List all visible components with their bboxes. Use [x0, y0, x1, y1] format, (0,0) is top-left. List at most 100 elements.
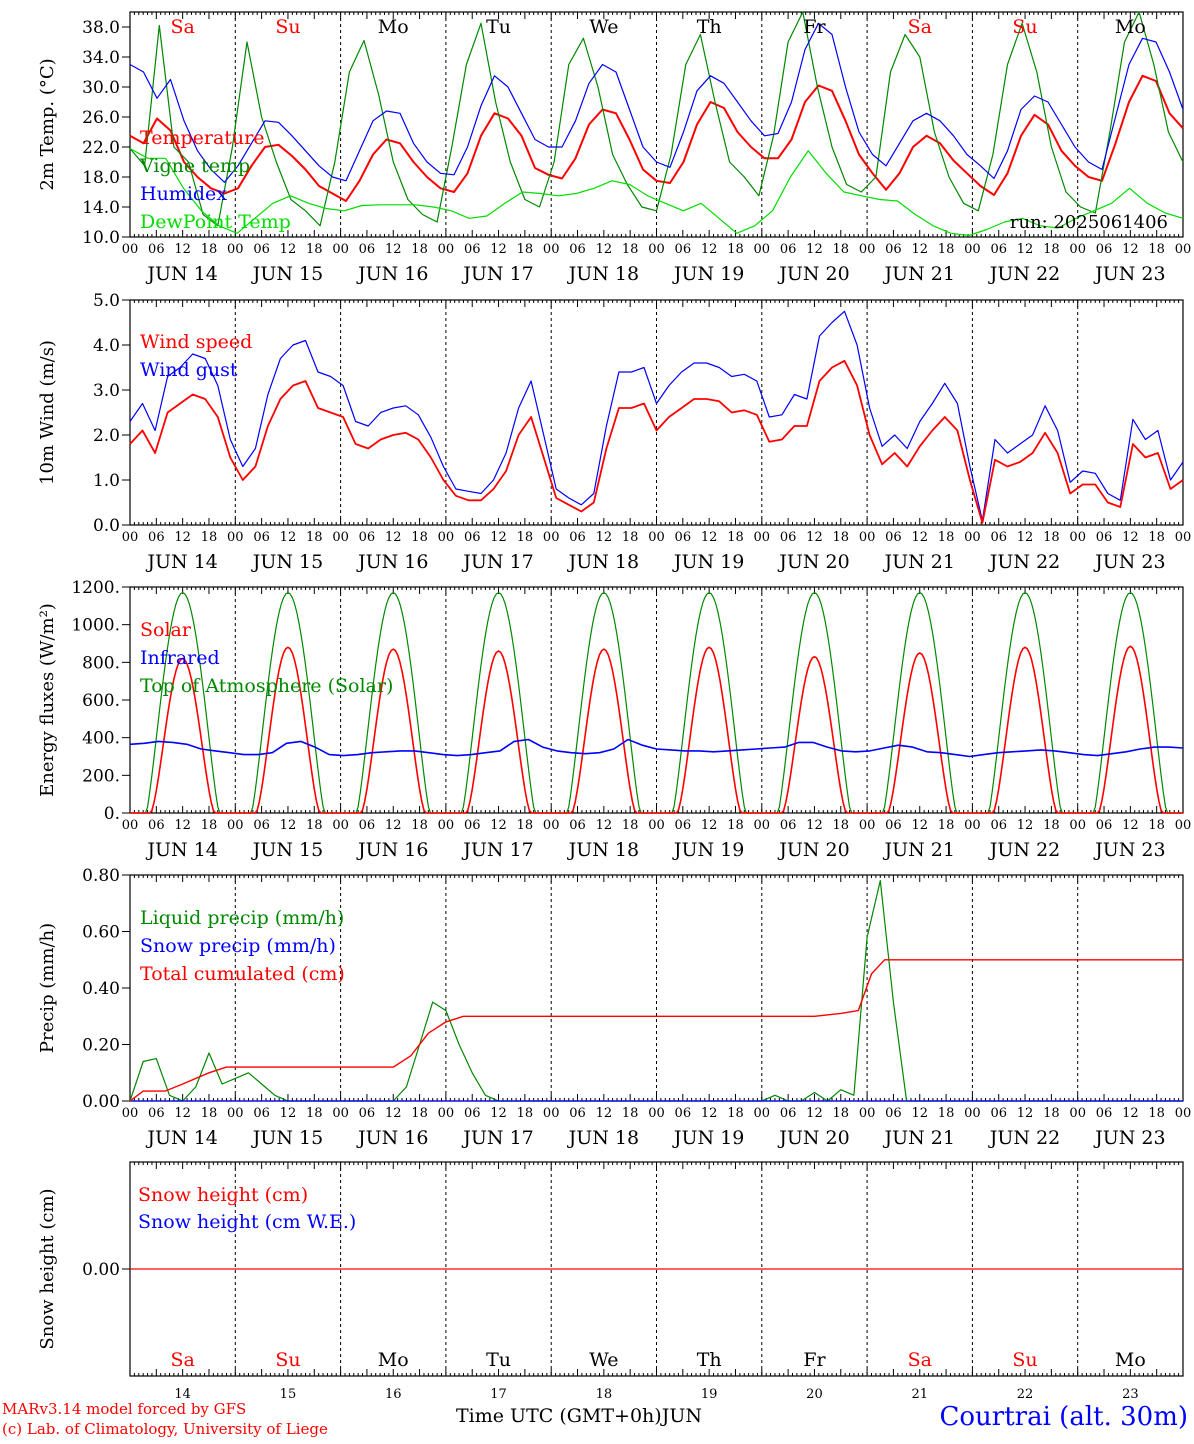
x-hour-tick-label: 18	[622, 530, 639, 545]
x-hour-tick-label: 00	[332, 242, 349, 257]
x-hour-tick-label: 00	[859, 818, 876, 833]
x-hour-tick-label: 18	[622, 818, 639, 833]
x-hour-tick-label: 06	[464, 242, 481, 257]
x-hour-tick-label: 18	[727, 1106, 744, 1121]
x-hour-tick-label: 12	[1017, 530, 1034, 545]
x-hour-tick-label: 12	[280, 1106, 297, 1121]
month-label: JUN	[661, 1405, 702, 1427]
y-tick-label: 2.0	[93, 426, 120, 446]
x-hour-tick-label: 00	[227, 1106, 244, 1121]
x-hour-tick-label: 00	[648, 1106, 665, 1121]
x-hour-tick-label: 00	[1069, 818, 1086, 833]
legend-entry-0: Solar	[140, 619, 192, 641]
y-tick-label: 200.	[82, 766, 120, 786]
x-hour-tick-label: 18	[517, 242, 534, 257]
y-tick-label: 30.0	[82, 78, 120, 98]
x-hour-tick-label: 18	[1148, 1106, 1165, 1121]
x-hour-tick-label: 06	[359, 1106, 376, 1121]
x-hour-tick-label: 00	[859, 1106, 876, 1121]
x-hour-tick-label: 06	[885, 1106, 902, 1121]
x-date-label: JUN 17	[461, 551, 533, 573]
x-axis-label: Time UTC (GMT+0h)	[456, 1405, 662, 1427]
weekday-label-top: Sa	[170, 16, 194, 38]
legend-entry-0: Temperature	[140, 127, 264, 149]
x-date-label: JUN 16	[356, 551, 428, 573]
legend-entry-1: Snow height (cm W.E.)	[138, 1211, 356, 1233]
x-hour-tick-label: 18	[306, 1106, 323, 1121]
y-tick-label: 1000.	[71, 616, 120, 636]
x-hour-tick-label: 06	[990, 818, 1007, 833]
x-hour-tick-label: 00	[1069, 1106, 1086, 1121]
y-tick-label: 0.00	[82, 1260, 120, 1280]
x-hour-tick-label: 06	[885, 530, 902, 545]
x-date-label: JUN 20	[777, 551, 849, 573]
wind-series-1	[129, 359, 1184, 524]
x-hour-tick-label: 18	[833, 1106, 850, 1121]
day-number-label: 22	[1017, 1387, 1034, 1402]
x-hour-tick-label: 12	[280, 530, 297, 545]
legend-entry-1: Vigne temp	[139, 155, 250, 177]
x-hour-tick-label: 12	[911, 818, 928, 833]
cumulated-precip-line	[129, 959, 1183, 1102]
weekday-label-top: We	[589, 16, 618, 38]
x-hour-tick-label: 18	[833, 818, 850, 833]
x-hour-tick-label: 18	[201, 1106, 218, 1121]
temp-series-0	[129, 74, 1184, 202]
weekday-label-bottom: We	[589, 1349, 618, 1371]
x-date-label: JUN 15	[251, 263, 323, 285]
x-date-label: JUN 15	[251, 551, 323, 573]
x-date-label: JUN 19	[672, 263, 744, 285]
x-hour-tick-label: 06	[780, 1106, 797, 1121]
x-hour-tick-label: 18	[517, 530, 534, 545]
day-number-label: 20	[806, 1387, 823, 1402]
x-hour-tick-label: 12	[280, 242, 297, 257]
x-hour-tick-label: 12	[490, 530, 507, 545]
x-hour-tick-label: 18	[411, 530, 428, 545]
energy-axis-label: Energy fluxes (W/m²)	[37, 603, 58, 797]
x-hour-tick-label: 00	[122, 242, 139, 257]
day-number-label: 16	[385, 1387, 402, 1402]
x-hour-tick-label: 06	[253, 530, 270, 545]
x-date-label: JUN 23	[1093, 839, 1165, 861]
temp-axis-label: 2m Temp. (°C)	[37, 58, 58, 190]
x-hour-tick-label: 06	[359, 242, 376, 257]
y-tick-label: 0.00	[82, 1092, 120, 1112]
weekday-label-bottom: Su	[1012, 1349, 1037, 1371]
x-hour-tick-label: 00	[1175, 242, 1192, 257]
x-hour-tick-label: 18	[938, 242, 955, 257]
x-hour-tick-label: 12	[911, 242, 928, 257]
x-hour-tick-label: 06	[1096, 242, 1113, 257]
day-number-label: 18	[596, 1387, 613, 1402]
x-hour-tick-label: 12	[280, 818, 297, 833]
x-hour-tick-label: 12	[1017, 818, 1034, 833]
x-date-label: JUN 17	[461, 839, 533, 861]
legend-entry-1: Infrared	[140, 647, 220, 669]
y-tick-label: 34.0	[82, 48, 120, 68]
x-hour-tick-label: 12	[806, 818, 823, 833]
x-date-label: JUN 20	[777, 839, 849, 861]
x-hour-tick-label: 12	[596, 530, 613, 545]
weekday-label-top: Th	[697, 16, 722, 38]
x-date-label: JUN 15	[251, 839, 323, 861]
x-hour-tick-label: 12	[1017, 242, 1034, 257]
x-hour-tick-label: 18	[201, 530, 218, 545]
weekday-label-bottom: Th	[697, 1349, 722, 1371]
x-date-label: JUN 18	[567, 839, 639, 861]
x-hour-tick-label: 18	[1148, 242, 1165, 257]
legend-entry-2: Top of Atmosphere (Solar)	[140, 675, 393, 697]
x-hour-tick-label: 06	[675, 242, 692, 257]
y-tick-label: 0.	[104, 804, 120, 824]
x-hour-tick-label: 06	[359, 530, 376, 545]
x-date-label: JUN 20	[777, 1127, 849, 1149]
weekday-label-bottom: Fr	[803, 1349, 826, 1371]
x-date-label: JUN 14	[145, 839, 217, 861]
x-hour-tick-label: 00	[1069, 242, 1086, 257]
x-hour-tick-label: 12	[596, 818, 613, 833]
x-hour-tick-label: 00	[543, 818, 560, 833]
weekday-label-bottom: Mo	[1115, 1349, 1146, 1371]
y-tick-label: 800.	[82, 653, 120, 673]
x-hour-tick-label: 06	[253, 818, 270, 833]
x-hour-tick-label: 00	[438, 530, 455, 545]
x-hour-tick-label: 00	[859, 242, 876, 257]
